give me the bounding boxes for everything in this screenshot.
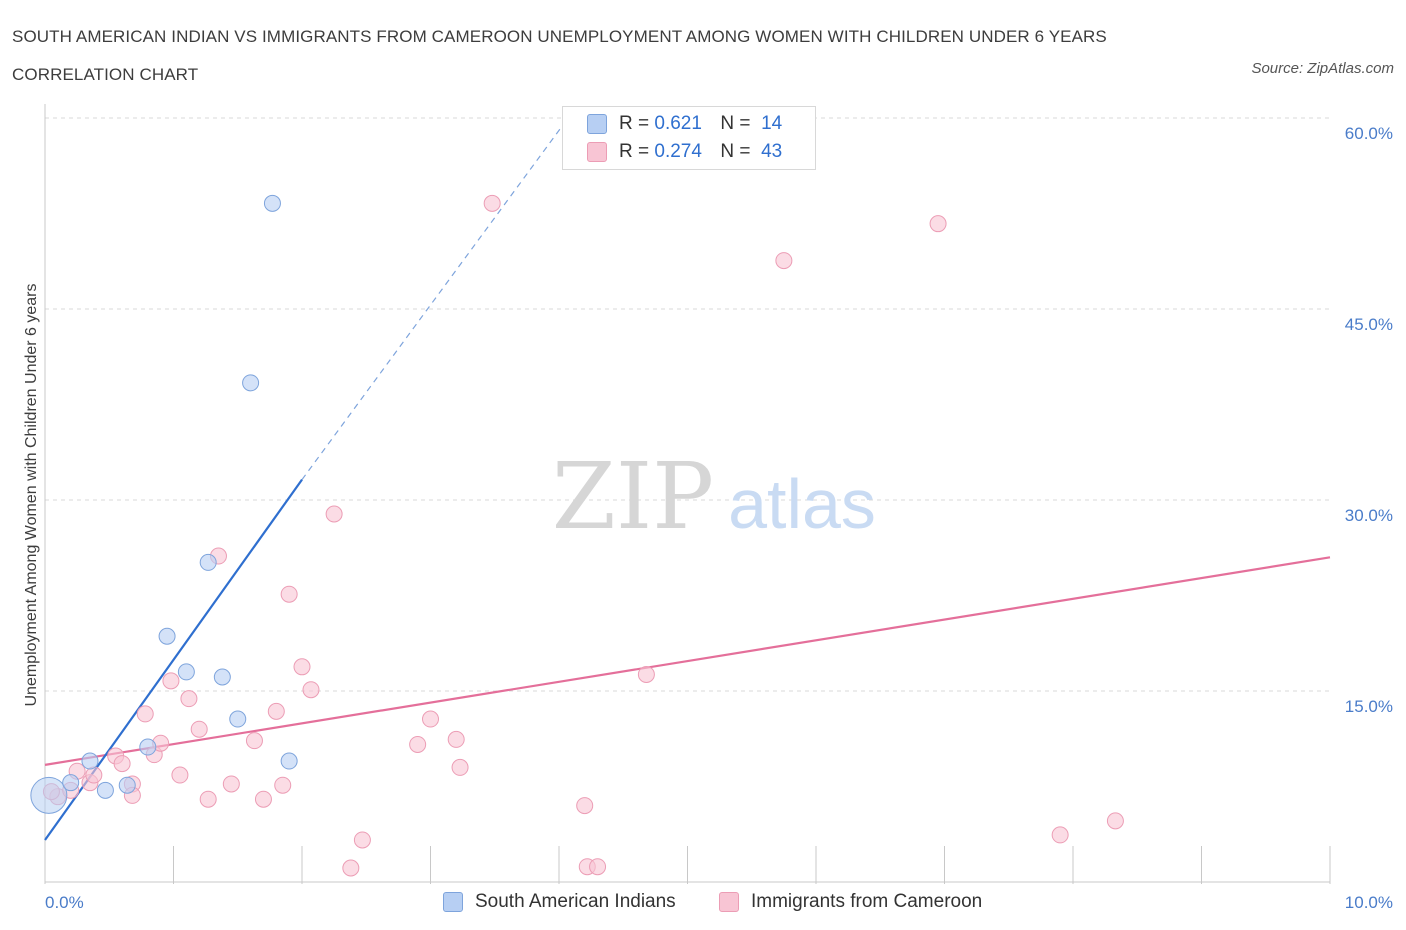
data-points [30, 194, 1124, 877]
blue-swatch [443, 892, 463, 912]
chart-title: SOUTH AMERICAN INDIAN VS IMMIGRANTS FROM… [12, 27, 1107, 84]
point-south-american-indians [280, 752, 298, 770]
trend-line-immigrants-from-cameroon [44, 556, 1331, 766]
legend-label: Immigrants from Cameroon [751, 891, 983, 912]
point-immigrants-from-cameroon [447, 730, 465, 748]
pink-swatch [719, 892, 739, 912]
n-label: N = [720, 141, 751, 162]
point-immigrants-from-cameroon [280, 585, 298, 603]
point-immigrants-from-cameroon [422, 710, 439, 728]
point-immigrants-from-cameroon [199, 790, 217, 808]
watermark: ZIP atlas [552, 443, 876, 550]
point-immigrants-from-cameroon [267, 702, 285, 720]
y-tick-label: 15.0% [1345, 697, 1393, 716]
point-south-american-indians [263, 194, 281, 212]
point-immigrants-from-cameroon [1051, 826, 1069, 844]
x-tick-label: 0.0% [45, 893, 84, 912]
y-axis-label: Unemployment Among Women with Children U… [23, 283, 40, 706]
point-south-american-indians [158, 627, 176, 645]
trend-line-extension-south-american-indians [301, 112, 573, 480]
point-immigrants-from-cameroon [245, 732, 263, 750]
legend-label: South American Indians [475, 891, 676, 912]
legend-item-south-american-indians[interactable]: South American Indians [443, 888, 676, 916]
point-immigrants-from-cameroon [171, 766, 189, 784]
point-immigrants-from-cameroon [180, 690, 198, 708]
watermark-zip: ZIP [552, 443, 714, 550]
pink-swatch [587, 142, 607, 162]
point-south-american-indians [242, 374, 260, 392]
point-immigrants-from-cameroon [325, 505, 343, 523]
source-label: Source: ZipAtlas.com [1251, 60, 1394, 77]
point-immigrants-from-cameroon [409, 735, 427, 753]
point-immigrants-from-cameroon [136, 705, 154, 723]
y-tick-label: 45.0% [1345, 315, 1393, 334]
point-south-american-indians [96, 781, 114, 799]
point-immigrants-from-cameroon [1106, 812, 1124, 830]
point-immigrants-from-cameroon [929, 215, 947, 233]
y-tick-label: 30.0% [1345, 506, 1393, 525]
point-immigrants-from-cameroon [451, 758, 469, 776]
watermark-atlas: atlas [728, 465, 876, 543]
point-immigrants-from-cameroon [85, 766, 103, 784]
tick-labels: 15.0% 30.0% 45.0% 60.0% 0.0% 10.0% [45, 124, 1393, 912]
r-label: R = [619, 141, 650, 162]
point-south-american-indians [229, 710, 247, 728]
point-immigrants-from-cameroon [353, 831, 371, 849]
r-value-blue: 0.621 [654, 113, 702, 134]
point-south-american-indians [177, 663, 195, 681]
point-immigrants-from-cameroon [342, 859, 360, 877]
point-south-american-indians [199, 553, 217, 571]
point-immigrants-from-cameroon [589, 858, 607, 876]
x-tick-label: 10.0% [1345, 893, 1393, 912]
point-immigrants-from-cameroon [113, 755, 131, 773]
point-immigrants-from-cameroon [254, 790, 272, 808]
point-immigrants-from-cameroon [274, 776, 292, 794]
point-south-american-indians [213, 668, 231, 686]
point-south-american-indians [139, 738, 157, 756]
r-value-pink: 0.274 [654, 141, 702, 162]
point-immigrants-from-cameroon [190, 720, 208, 738]
point-immigrants-from-cameroon [162, 672, 180, 690]
blue-swatch [587, 114, 607, 134]
point-south-american-indians [81, 752, 99, 770]
legend-item-immigrants-from-cameroon[interactable]: Immigrants from Cameroon [719, 888, 982, 916]
point-immigrants-from-cameroon [222, 775, 240, 793]
point-immigrants-from-cameroon [775, 252, 793, 270]
point-immigrants-from-cameroon [483, 194, 501, 212]
point-immigrants-from-cameroon [576, 797, 594, 815]
gridlines [45, 117, 1330, 692]
axes [44, 104, 1331, 884]
r-label: R = [619, 113, 650, 134]
stats-legend-row-pink: R = 0.274 N = 43 [587, 140, 782, 164]
point-immigrants-from-cameroon [293, 658, 311, 676]
y-tick-label: 60.0% [1345, 124, 1393, 143]
n-value-blue: 14 [761, 113, 783, 134]
n-value-pink: 43 [761, 141, 783, 162]
point-immigrants-from-cameroon [637, 665, 655, 683]
n-label: N = [720, 113, 751, 134]
stats-legend: R = 0.621 N = 14 R = 0.274 N = 43 [562, 106, 816, 170]
point-south-american-indians [118, 776, 136, 794]
point-immigrants-from-cameroon [302, 681, 320, 699]
stats-legend-row-blue: R = 0.621 N = 14 [587, 112, 782, 136]
point-south-american-indians [30, 776, 68, 814]
point-south-american-indians [62, 774, 80, 792]
